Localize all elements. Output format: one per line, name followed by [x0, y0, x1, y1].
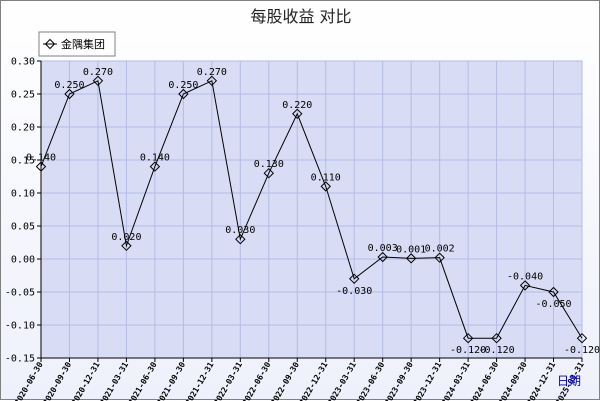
data-point-marker [206, 75, 218, 87]
x-tick-label: 2021-03-31 [98, 360, 130, 401]
legend: 金隅集团 [38, 31, 116, 57]
y-tick-label: 0.20 [11, 123, 35, 134]
y-tick-label: -0.15 [5, 354, 35, 365]
data-label: 0.110 [311, 172, 341, 183]
data-label: -0.050 [535, 299, 571, 310]
x-axis-ticks: 2020-06-302020-09-302020-12-312021-03-31… [13, 358, 586, 401]
y-axis-ticks: 0.30 0.25 0.20 0.15 0.10 0.05 0.00 -0.05 -0.10 -0… [5, 57, 41, 365]
legend-diamond-icon [44, 38, 56, 50]
x-tick-label: 2021-06-30 [127, 360, 159, 401]
y-tick-label: 0.00 [11, 255, 35, 266]
x-tick-label: 2021-12-31 [184, 360, 216, 401]
data-label: 0.270 [197, 67, 227, 78]
x-tick-label: 2023-03-31 [326, 360, 358, 401]
chart-title: 每股收益 对比 [250, 7, 351, 26]
data-point-marker [548, 286, 559, 298]
x-tick-label: 2024-09-30 [497, 360, 529, 401]
data-label: -0.120 [450, 345, 486, 356]
y-tick-label: -0.10 [5, 321, 35, 332]
y-tick-label: 0.05 [11, 222, 35, 233]
x-tick-label: 2024-12-31 [525, 360, 557, 401]
plot-area [41, 61, 582, 358]
data-point-marker [462, 332, 474, 344]
data-label: -0.120 [479, 345, 515, 356]
data-point-marker [121, 240, 132, 252]
x-tick-label: 2022-12-31 [298, 360, 330, 401]
data-point-marker [377, 251, 388, 263]
data-point-marker [235, 233, 246, 245]
data-label: 0.250 [168, 80, 198, 91]
x-tick-label: 2022-03-31 [212, 360, 244, 401]
x-tick-label: 2020-12-31 [70, 360, 102, 401]
series-layer [35, 75, 588, 344]
data-label: 0.002 [425, 244, 455, 255]
y-tick-label: 0.15 [11, 156, 35, 167]
x-tick-label: 2020-09-30 [41, 360, 73, 401]
y-tick-label: -0.05 [5, 288, 35, 299]
y-tick-label: 0.10 [11, 189, 35, 200]
data-point-marker [292, 108, 303, 120]
data-label: 0.003 [368, 243, 398, 254]
axes [40, 61, 582, 359]
data-point-marker [434, 252, 445, 263]
x-tick-label: 2020-06-30 [13, 360, 45, 401]
y-tick-label: 0.30 [11, 57, 35, 68]
data-label: -0.040 [507, 271, 543, 282]
data-point-marker [64, 88, 75, 100]
data-point-marker [178, 88, 189, 100]
data-point-marker [149, 161, 161, 172]
data-label: 0.001 [396, 244, 426, 255]
x-tick-label: 2023-06-30 [355, 360, 387, 401]
data-label: 0.030 [225, 225, 255, 236]
x-tick-label: 2023-09-30 [383, 360, 415, 401]
data-point-marker [320, 181, 331, 192]
data-label: 0.220 [282, 100, 312, 111]
legend-label: 金隅集团 [61, 37, 105, 51]
x-tick-label: 2023-12-31 [411, 360, 443, 401]
x-tick-label: 2021-09-30 [155, 360, 187, 401]
data-label: 0.020 [111, 232, 141, 243]
data-label: -0.030 [336, 286, 372, 297]
data-point-marker [349, 273, 360, 285]
x-tick-label: 2024-06-30 [468, 360, 500, 401]
data-point-marker [491, 332, 502, 344]
data-point-marker [576, 332, 588, 344]
data-label: 0.130 [254, 159, 284, 170]
data-label: 0.270 [83, 67, 113, 78]
data-label: 0.140 [26, 153, 56, 164]
data-point-marker [519, 280, 531, 291]
data-point-marker [263, 167, 274, 179]
x-tick-label: 2022-09-30 [269, 360, 301, 401]
data-label: -0.120 [564, 345, 600, 356]
data-label: 0.250 [54, 80, 84, 91]
x-axis-label: 日期 [557, 374, 581, 388]
data-point-marker [35, 161, 47, 172]
data-label: 0.140 [140, 153, 170, 164]
data-point-marker [92, 75, 104, 87]
x-tick-label: 2022-06-30 [241, 360, 273, 401]
data-point-marker [405, 253, 417, 264]
data-labels: 0.140 0.250 0.270 0.020 0.140 0.250 0.270 0.030… [26, 67, 600, 356]
x-tick-label: 2024-03-31 [440, 360, 472, 401]
y-tick-label: 0.25 [11, 90, 35, 101]
